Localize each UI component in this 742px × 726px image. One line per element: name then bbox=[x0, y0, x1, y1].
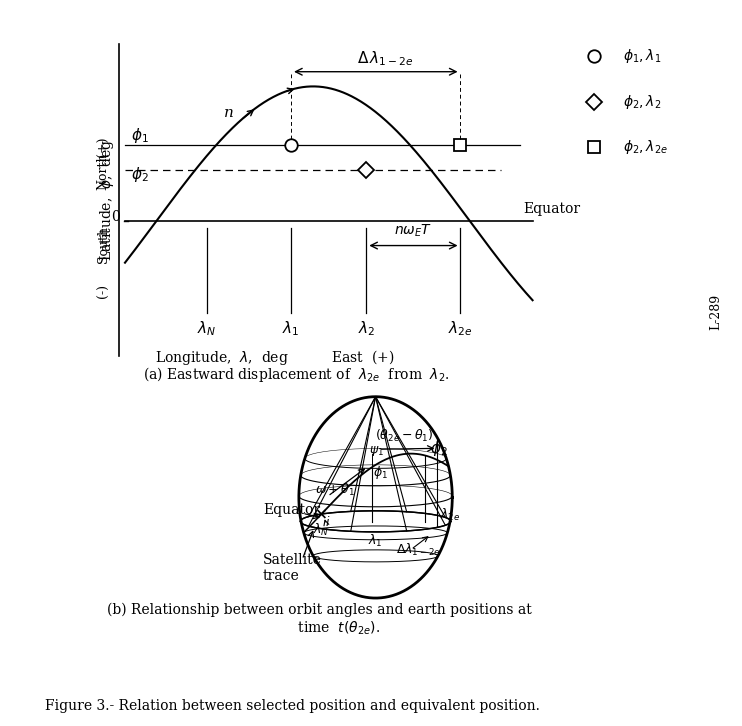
Text: $n\omega_E T$: $n\omega_E T$ bbox=[394, 223, 433, 239]
Text: North: North bbox=[96, 152, 110, 189]
Text: $\omega+\theta_1$: $\omega+\theta_1$ bbox=[315, 482, 355, 498]
Text: $\psi_1$: $\psi_1$ bbox=[370, 444, 384, 458]
Text: $\phi_2$: $\phi_2$ bbox=[430, 439, 447, 458]
Text: Equator: Equator bbox=[523, 202, 580, 216]
Text: $\phi_1$: $\phi_1$ bbox=[372, 464, 387, 481]
Text: $\lambda_N$: $\lambda_N$ bbox=[197, 319, 216, 338]
Text: n: n bbox=[223, 106, 234, 120]
Text: Longitude,  $\lambda$,  deg          East  (+): Longitude, $\lambda$, deg East (+) bbox=[155, 348, 394, 367]
Text: $\lambda_{2e}$: $\lambda_{2e}$ bbox=[448, 319, 473, 338]
Text: L-289: L-289 bbox=[709, 293, 723, 330]
Text: (-): (-) bbox=[96, 284, 110, 298]
Text: (b) Relationship between orbit angles and earth positions at
         time  $t(\: (b) Relationship between orbit angles an… bbox=[107, 603, 531, 637]
Text: (+): (+) bbox=[96, 136, 110, 157]
Text: $i$: $i$ bbox=[325, 515, 331, 529]
Text: $\lambda_1$: $\lambda_1$ bbox=[368, 534, 382, 550]
Text: $\Delta\,\lambda_{1-2e}$: $\Delta\,\lambda_{1-2e}$ bbox=[357, 49, 413, 68]
Text: $\Delta\lambda_{1-2e}$: $\Delta\lambda_{1-2e}$ bbox=[395, 542, 440, 558]
Text: $\phi_2, \lambda_2$: $\phi_2, \lambda_2$ bbox=[623, 93, 662, 110]
Text: South: South bbox=[96, 227, 110, 264]
Text: (a) Eastward displacement of  $\lambda_{2e}$  from  $\lambda_2$.: (a) Eastward displacement of $\lambda_{2… bbox=[143, 365, 450, 384]
Text: $\phi_1$: $\phi_1$ bbox=[131, 126, 149, 145]
Text: $\lambda_N$: $\lambda_N$ bbox=[313, 522, 329, 538]
Text: $\lambda_1$: $\lambda_1$ bbox=[283, 319, 300, 338]
Text: $\lambda_2$: $\lambda_2$ bbox=[358, 319, 375, 338]
Text: $\phi_2, \lambda_{2e}$: $\phi_2, \lambda_{2e}$ bbox=[623, 139, 668, 156]
Text: $\phi_1, \lambda_1$: $\phi_1, \lambda_1$ bbox=[623, 47, 662, 65]
Y-axis label: Latitude,  $\phi$,  deg: Latitude, $\phi$, deg bbox=[98, 139, 116, 261]
Text: $\lambda_{2e}$: $\lambda_{2e}$ bbox=[439, 507, 460, 523]
Text: Figure 3.- Relation between selected position and equivalent position.: Figure 3.- Relation between selected pos… bbox=[45, 699, 539, 713]
Text: $\phi_2$: $\phi_2$ bbox=[131, 166, 149, 184]
Text: $(\theta_{2e}-\theta_1)$: $(\theta_{2e}-\theta_1)$ bbox=[375, 428, 434, 444]
Text: Satellite
trace: Satellite trace bbox=[263, 552, 322, 583]
Text: 0: 0 bbox=[111, 211, 120, 224]
Text: Equator: Equator bbox=[263, 503, 320, 517]
